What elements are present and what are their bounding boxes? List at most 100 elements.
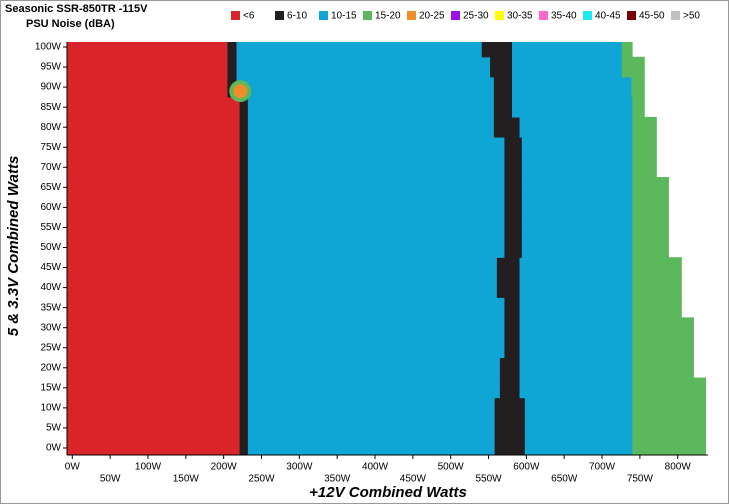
legend-swatch bbox=[275, 11, 284, 20]
legend-swatch bbox=[495, 11, 504, 20]
legend-label: 35-40 bbox=[551, 11, 577, 22]
y-tick-label: 80W bbox=[40, 122, 61, 133]
region-cell bbox=[67, 56, 228, 78]
region-cell bbox=[239, 357, 249, 379]
region-cell bbox=[519, 317, 633, 339]
legend-label: 15-20 bbox=[375, 11, 401, 22]
region-cell bbox=[519, 337, 633, 359]
x-tick-label: 800W bbox=[665, 462, 692, 473]
region-cell bbox=[524, 397, 633, 419]
region-cell bbox=[67, 136, 240, 158]
legend-label: 25-30 bbox=[463, 11, 489, 22]
region-cell bbox=[519, 277, 633, 298]
region-cell bbox=[632, 156, 657, 178]
region-cell bbox=[511, 56, 623, 78]
region-cell bbox=[67, 377, 240, 399]
x-tick-label: 750W bbox=[627, 474, 654, 485]
region-cell bbox=[496, 257, 520, 278]
region-cell bbox=[239, 397, 249, 419]
region-cell bbox=[632, 136, 657, 158]
region-cell bbox=[521, 237, 633, 258]
region-cell bbox=[511, 42, 623, 58]
plot-area bbox=[67, 42, 707, 455]
legend-swatch bbox=[363, 11, 372, 20]
region-cell bbox=[67, 116, 240, 138]
x-tick-label: 600W bbox=[513, 462, 540, 473]
region-cell bbox=[247, 197, 505, 218]
region-cell bbox=[632, 397, 707, 419]
legend-swatch bbox=[451, 11, 460, 20]
y-tick-label: 85W bbox=[40, 102, 61, 113]
region-cell bbox=[247, 297, 505, 318]
region-cell bbox=[247, 136, 505, 158]
region-cell bbox=[632, 277, 682, 298]
legend-label: 30-35 bbox=[507, 11, 533, 22]
y-tick-label: 70W bbox=[40, 162, 61, 173]
region-cell bbox=[524, 437, 633, 455]
region-cell bbox=[504, 297, 520, 318]
legend-swatch bbox=[407, 11, 416, 20]
y-tick-label: 90W bbox=[40, 82, 61, 93]
region-cell bbox=[519, 377, 633, 399]
region-cell bbox=[524, 417, 633, 439]
region-cell bbox=[247, 357, 501, 379]
region-cell bbox=[239, 237, 249, 258]
y-tick-label: 100W bbox=[35, 42, 62, 53]
region-cell bbox=[239, 317, 249, 339]
x-tick-label: 500W bbox=[438, 462, 465, 473]
region-cell bbox=[227, 56, 237, 78]
region-cell bbox=[239, 257, 249, 278]
region-cell bbox=[496, 277, 520, 298]
x-axis-title: +12V Combined Watts bbox=[309, 484, 467, 501]
region-cell bbox=[67, 317, 240, 339]
region-cell bbox=[67, 42, 228, 58]
region-cell bbox=[239, 116, 249, 138]
legend-label: 20-25 bbox=[419, 11, 445, 22]
region-cell bbox=[247, 116, 495, 138]
y-tick-label: 10W bbox=[40, 403, 61, 414]
y-tick-label: 5W bbox=[46, 423, 62, 434]
region-cell bbox=[247, 177, 505, 198]
x-tick-label: 450W bbox=[400, 474, 427, 485]
region-cell bbox=[67, 257, 240, 278]
region-cell bbox=[521, 156, 633, 178]
legend-swatch bbox=[319, 11, 328, 20]
y-tick-label: 75W bbox=[40, 142, 61, 153]
region-cell bbox=[632, 377, 707, 399]
x-tick-label: 550W bbox=[475, 474, 502, 485]
region-cell bbox=[494, 437, 526, 455]
region-cell bbox=[236, 42, 483, 58]
region-cell bbox=[239, 177, 249, 198]
region-cell bbox=[67, 96, 240, 118]
region-cell bbox=[247, 237, 505, 258]
y-axis-title: 5 & 3.3V Combined Watts bbox=[5, 156, 22, 337]
x-tick-label: 300W bbox=[286, 462, 313, 473]
y-tick-label: 30W bbox=[40, 322, 61, 333]
chart-subtitle: PSU Noise (dBA) bbox=[26, 18, 115, 30]
region-cell bbox=[239, 156, 249, 178]
region-cell bbox=[632, 96, 645, 118]
region-cell bbox=[247, 417, 495, 439]
y-tick-label: 0W bbox=[46, 443, 62, 454]
legend-label: 6-10 bbox=[287, 11, 307, 22]
region-cell bbox=[494, 417, 526, 439]
region-cell bbox=[247, 377, 501, 399]
hotspot bbox=[233, 84, 248, 99]
region-cell bbox=[511, 76, 632, 98]
chart-title: Seasonic SSR-850TR -115V bbox=[5, 3, 148, 15]
x-tick-label: 100W bbox=[135, 462, 162, 473]
region-cell bbox=[632, 217, 669, 238]
region-cell bbox=[239, 217, 249, 238]
region-cell bbox=[632, 317, 694, 339]
region-cell bbox=[632, 437, 707, 455]
x-tick-label: 200W bbox=[211, 462, 238, 473]
region-cell bbox=[67, 237, 240, 258]
region-cell bbox=[247, 257, 498, 278]
y-tick-label: 65W bbox=[40, 182, 61, 193]
region-cell bbox=[504, 156, 523, 178]
region-cell bbox=[239, 337, 249, 359]
region-cell bbox=[247, 217, 505, 238]
region-cell bbox=[632, 197, 669, 218]
region-cell bbox=[519, 116, 633, 138]
